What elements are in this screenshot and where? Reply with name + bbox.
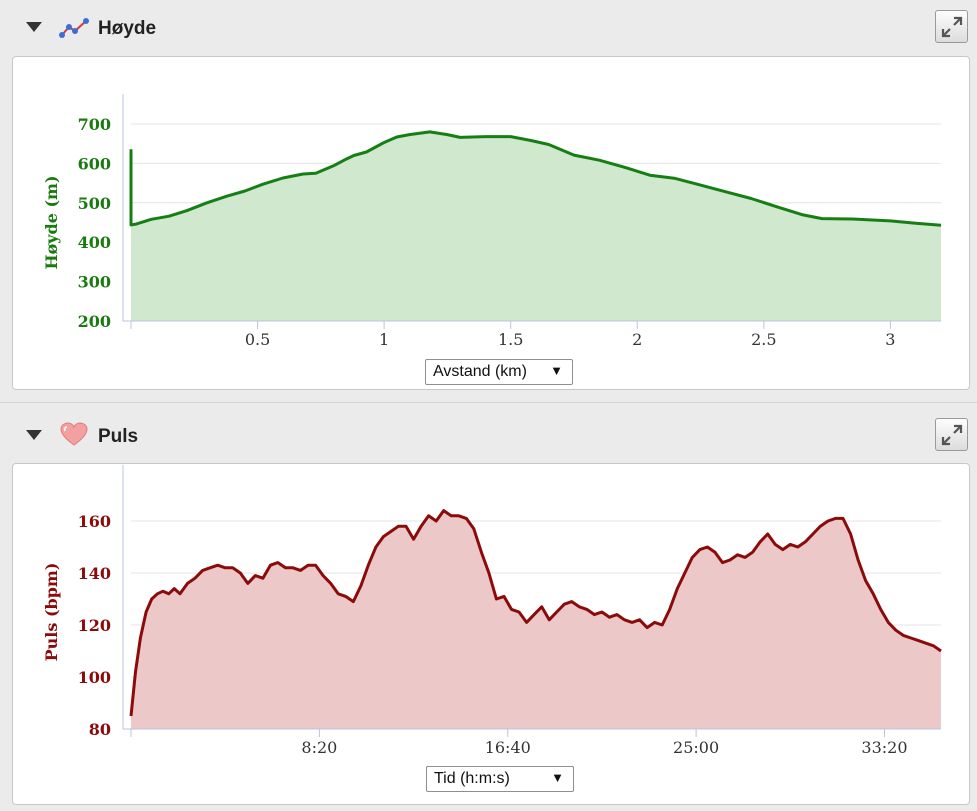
elevation-y-tick-label: 300	[78, 273, 111, 292]
elevation-x-tick-label: 3	[885, 330, 895, 349]
pulse-chart-panel: 80 100 120 140 160 Puls (bpm) 8:20 16:40 25:00 33…	[12, 463, 970, 805]
expand-icon	[941, 16, 963, 38]
pulse-x-tick-label: 16:40	[485, 738, 531, 757]
elevation-x-tick-label: 0.5	[245, 330, 270, 349]
heart-icon	[59, 422, 89, 448]
elevation-x-axis-select[interactable]: Avstand (km) ▼	[425, 359, 573, 385]
dropdown-arrow-icon: ▼	[550, 363, 563, 378]
collapse-triangle-icon[interactable]	[26, 430, 42, 440]
elevation-title: Høyde	[98, 18, 157, 39]
elevation-y-axis-label: Høyde (m)	[42, 175, 61, 269]
pulse-area-fill	[131, 510, 941, 729]
expand-icon	[941, 424, 963, 446]
section-divider	[0, 402, 977, 403]
pulse-x-axis-select-value: Tid (h:m:s)	[434, 770, 510, 787]
pulse-y-tick-label: 80	[89, 720, 111, 739]
pulse-x-tick-label: 25:00	[673, 738, 719, 757]
elevation-expand-button[interactable]	[935, 10, 968, 43]
elevation-y-tick-label: 200	[78, 312, 111, 331]
elevation-y-tick-label: 600	[78, 154, 111, 173]
elevation-x-axis-select-value: Avstand (km)	[433, 363, 527, 380]
elevation-x-tick-label: 1	[379, 330, 389, 349]
elevation-chart-icon	[59, 15, 89, 41]
elevation-chart-panel: 200 300 400 500 600 700 Høyde (m) 0.5 1 1.5 2 2.5 3 …	[12, 56, 970, 390]
pulse-header: Puls	[0, 413, 977, 459]
elevation-x-tick-label: 1.5	[498, 330, 523, 349]
pulse-x-tick-label: 8:20	[301, 738, 337, 757]
pulse-title: Puls	[98, 426, 139, 447]
pulse-x-tick-label: 33:20	[861, 738, 907, 757]
collapse-triangle-icon[interactable]	[26, 22, 42, 32]
pulse-y-tick-label: 100	[78, 668, 111, 687]
pulse-chart: 80 100 120 140 160 Puls (bpm) 8:20 16:40 25:00 33…	[42, 465, 942, 757]
elevation-section: Høyde 200 300 400 500 600 700 Høyde (m) 0.5 1 1.5…	[0, 0, 977, 400]
pulse-expand-button[interactable]	[935, 418, 968, 451]
pulse-x-axis-select[interactable]: Tid (h:m:s) ▼	[426, 766, 574, 792]
elevation-header: Høyde	[0, 6, 977, 52]
elevation-x-tick-label: 2.5	[751, 330, 776, 349]
pulse-y-tick-label: 160	[78, 512, 111, 531]
pulse-section: Puls 80 100 120 140 160 Puls (bpm) 8:20 16:40 25…	[0, 405, 977, 811]
pulse-y-axis-label: Puls (bpm)	[42, 563, 61, 662]
pulse-series-line	[129, 509, 942, 717]
pulse-y-tick-label: 140	[78, 564, 111, 583]
dropdown-arrow-icon: ▼	[551, 770, 564, 785]
elevation-chart: 200 300 400 500 600 700 Høyde (m) 0.5 1 1.5 2 2.5 3	[42, 94, 942, 349]
elevation-area-fill	[131, 131, 941, 321]
elevation-x-tick-label: 2	[632, 330, 642, 349]
elevation-y-tick-label: 700	[78, 115, 111, 134]
elevation-y-tick-label: 500	[78, 194, 111, 213]
elevation-y-tick-label: 400	[78, 233, 111, 252]
pulse-y-tick-label: 120	[78, 616, 111, 635]
elevation-series-line	[129, 130, 942, 227]
